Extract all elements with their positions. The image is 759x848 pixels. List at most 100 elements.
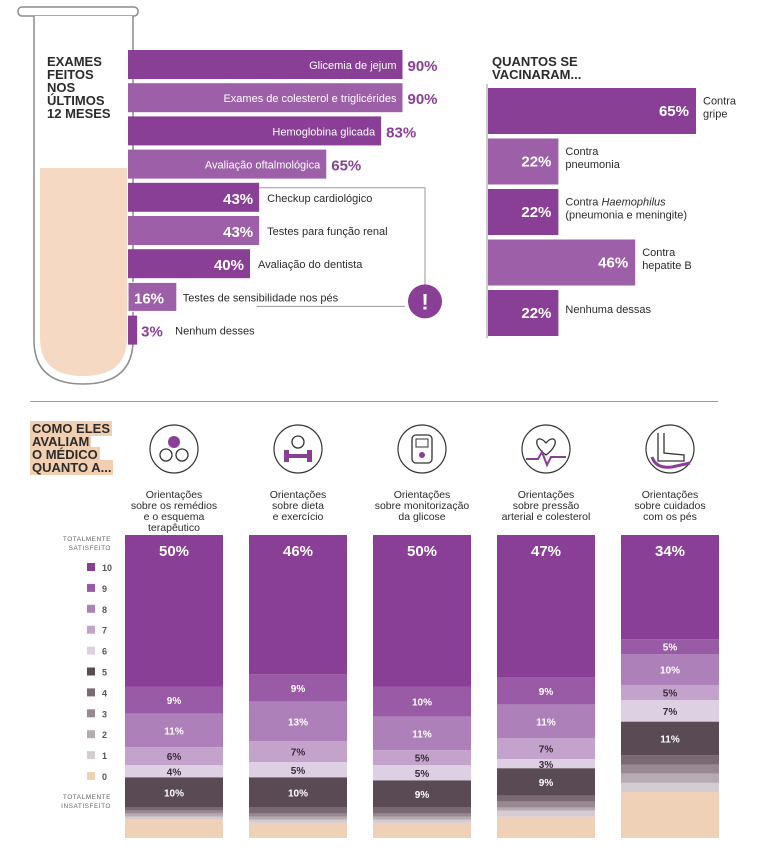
scale-swatch-8 <box>87 604 95 613</box>
heart-shape <box>536 438 556 456</box>
segment-4 <box>497 795 595 802</box>
segment-label: 6% <box>167 752 182 763</box>
segment-7 <box>621 684 719 701</box>
segment-2 <box>497 807 595 811</box>
segment-2 <box>373 816 471 820</box>
segment-label: 5% <box>663 689 678 700</box>
exam-row: 16% Testes de sensibilidade nos pés <box>127 281 339 312</box>
segment-10 <box>373 535 471 687</box>
rating-title: COMO ELES AVALIAM O MÉDICO QUANTO A... <box>30 421 114 475</box>
segment-label: 10% <box>164 789 184 800</box>
rating-column-label: da glicose <box>398 511 445 523</box>
vaccine-label: Contra <box>703 96 737 108</box>
exam-label: Testes para função renal <box>267 226 387 238</box>
segment-0 <box>497 816 595 838</box>
scale-bottom-label: INSATISFEITO <box>61 803 111 810</box>
segment-1 <box>249 819 347 823</box>
exams-title-line: NOS <box>47 80 76 95</box>
segment-label: 9% <box>539 778 554 789</box>
icon-circle <box>397 424 447 474</box>
segment-6 <box>373 765 471 781</box>
segment-6 <box>125 765 223 778</box>
exam-percent: 40% <box>214 257 244 274</box>
rating-title-line: QUANTO A... <box>30 460 114 475</box>
care-arc <box>650 456 691 469</box>
exams-title-line: ÚLTIMOS <box>47 93 105 108</box>
segment-label: 13% <box>288 717 308 728</box>
segment-9 <box>497 677 595 705</box>
segment-3 <box>497 801 595 808</box>
vaccine-row: 22% Nenhuma dessas <box>488 290 652 336</box>
segment-0 <box>373 822 471 838</box>
scale-swatch-7 <box>87 625 95 634</box>
scale-level-2: 2 <box>102 730 107 740</box>
vaccine-label: hepatite B <box>642 260 692 272</box>
scale-level-5: 5 <box>102 668 107 678</box>
exams-title-line: FEITOS <box>47 67 94 82</box>
exams-title-line: EXAMES <box>47 54 102 69</box>
scale-level-1: 1 <box>102 751 107 761</box>
vaccine-percent: 22% <box>521 305 551 322</box>
segment-label: 5% <box>663 643 678 654</box>
exam-bracket <box>259 187 426 297</box>
exam-bar <box>128 83 403 113</box>
segment-8 <box>373 716 471 751</box>
vaccine-label-part: Contra <box>565 197 601 209</box>
vaccines-title-line: VACINARAM... <box>492 67 582 82</box>
meter-screen <box>415 438 429 448</box>
rating-column-label: sobre dieta <box>272 500 324 512</box>
segment-1 <box>621 782 719 793</box>
segment-3 <box>125 810 223 814</box>
segment-5 <box>373 780 471 808</box>
segment-label: 5% <box>415 769 430 780</box>
rating-column-label: sobre os remédios <box>131 500 217 512</box>
segment-0 <box>125 819 223 838</box>
rating-column-label: Orientações <box>146 489 203 501</box>
segment-6 <box>249 762 347 778</box>
segment-label: 7% <box>539 745 554 756</box>
segment-0 <box>249 822 347 838</box>
segment-10 <box>621 535 719 640</box>
segment-9 <box>373 686 471 717</box>
segment-label: 50% <box>159 543 189 560</box>
vaccine-label: (pneumonia e meningite) <box>565 210 687 222</box>
exam-label: Avaliação oftalmológica <box>205 160 321 172</box>
segment-label: 10% <box>288 789 308 800</box>
segment-5 <box>621 721 719 756</box>
foot-care-icon <box>645 424 695 474</box>
segment-label: 7% <box>663 707 678 718</box>
exam-bar-outline <box>127 281 178 312</box>
vaccine-percent: 22% <box>521 204 551 221</box>
segment-label: 47% <box>531 543 561 560</box>
vaccine-label: pneumonia <box>565 159 620 171</box>
segment-2 <box>249 816 347 820</box>
segment-label: 9% <box>167 696 182 707</box>
exam-percent: 65% <box>331 158 361 175</box>
rating-column-label: Orientações <box>394 489 451 501</box>
exclamation-icon <box>408 284 442 319</box>
foot-shape <box>657 433 685 462</box>
segment-5 <box>125 777 223 808</box>
exam-row: 43% Checkup cardiológico <box>128 182 372 212</box>
vaccine-label: Nenhuma dessas <box>565 304 651 316</box>
segment-label: 46% <box>283 543 313 560</box>
segment-8 <box>497 704 595 739</box>
segment-label: 11% <box>164 726 184 737</box>
scale-swatch-1 <box>87 751 95 760</box>
segment-8 <box>125 713 223 748</box>
exam-bar <box>128 182 260 212</box>
segment-7 <box>125 747 223 766</box>
segment-2 <box>621 773 719 783</box>
vaccine-bar <box>488 239 636 286</box>
exam-label: Avaliação do dentista <box>258 259 363 271</box>
scale-level-10: 10 <box>102 563 112 573</box>
exam-label: Testes de sensibilidade nos pés <box>183 292 339 304</box>
